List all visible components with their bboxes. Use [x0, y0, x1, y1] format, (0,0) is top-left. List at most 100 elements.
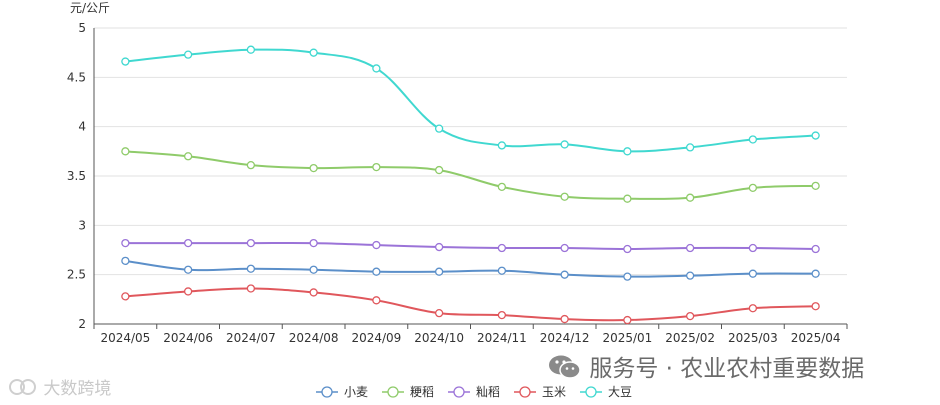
- x-tick-label: 2025/03: [728, 331, 778, 345]
- x-tick-label: 2025/01: [602, 331, 652, 345]
- data-point: [748, 183, 758, 192]
- data-point: [246, 160, 256, 170]
- y-tick-label: 4: [78, 120, 86, 134]
- data-point: [183, 287, 193, 296]
- data-point: [246, 238, 256, 248]
- data-point: [309, 265, 318, 274]
- data-point: [560, 192, 569, 201]
- series-line-4: [125, 48, 816, 153]
- data-point: [183, 152, 193, 161]
- legend-label: 粳稻: [410, 385, 434, 399]
- data-point: [434, 165, 444, 175]
- data-point: [623, 244, 632, 254]
- data-point: [372, 64, 381, 73]
- legend-label: 大豆: [608, 385, 632, 399]
- data-point: [811, 269, 820, 278]
- watermark-left: 大数跨境: [8, 374, 111, 402]
- data-point: [309, 48, 318, 57]
- data-point: [497, 141, 507, 150]
- data-point: [623, 147, 632, 156]
- data-point: [623, 194, 632, 203]
- y-tick-label: 5: [78, 21, 86, 35]
- data-point: [121, 57, 130, 66]
- data-point: [121, 147, 130, 156]
- x-tick-label: 2024/08: [289, 331, 339, 345]
- y-tick-label: 3.5: [67, 169, 86, 183]
- data-point: [497, 310, 507, 320]
- y-tick-label: 2: [78, 317, 86, 331]
- data-point: [748, 135, 758, 144]
- data-point: [748, 304, 758, 313]
- wechat-icon: [548, 354, 582, 386]
- watermark-right: 服务号 · 农业农村重要数据: [548, 349, 864, 386]
- legend-swatch-marker: [585, 386, 597, 398]
- legend-swatch-marker: [453, 386, 465, 398]
- x-tick-label: 2024/05: [100, 331, 150, 345]
- series-line-3: [125, 287, 816, 322]
- data-point: [623, 315, 632, 325]
- data-point: [811, 181, 820, 191]
- data-point: [560, 243, 569, 253]
- data-point: [434, 267, 444, 276]
- data-point: [121, 238, 130, 248]
- data-point: [183, 265, 193, 274]
- legend-label: 玉米: [542, 385, 566, 399]
- y-tick-label: 2.5: [67, 268, 86, 282]
- data-point: [372, 267, 381, 276]
- data-point: [497, 182, 507, 192]
- legend-label: 籼稻: [476, 385, 500, 399]
- data-point: [685, 271, 695, 280]
- series-line-0: [125, 259, 816, 278]
- data-point: [372, 162, 381, 172]
- x-tick-label: 2024/09: [351, 331, 401, 345]
- x-tick-label: 2024/06: [163, 331, 213, 345]
- data-point: [560, 140, 569, 149]
- legend-swatch-marker: [321, 386, 333, 398]
- data-point: [246, 45, 256, 54]
- y-tick-label: 3: [78, 218, 86, 232]
- data-point: [497, 266, 507, 275]
- data-point: [434, 242, 444, 252]
- data-point: [434, 308, 444, 318]
- series-line-2: [125, 241, 816, 251]
- x-tick-label: 2025/04: [791, 331, 841, 345]
- data-point: [309, 288, 318, 297]
- data-point: [811, 131, 820, 140]
- data-point: [560, 314, 569, 324]
- data-point: [685, 193, 695, 202]
- data-point: [685, 311, 695, 321]
- data-point: [811, 244, 820, 254]
- data-point: [309, 163, 318, 173]
- data-point: [434, 124, 444, 133]
- data-point: [685, 243, 695, 253]
- data-point: [748, 243, 758, 253]
- data-point: [811, 302, 820, 311]
- data-point: [246, 284, 256, 293]
- x-tick-label: 2024/12: [540, 331, 590, 345]
- legend-label: 小麦: [344, 385, 368, 399]
- data-point: [748, 269, 758, 278]
- data-point: [121, 256, 130, 266]
- y-tick-label: 4.5: [67, 70, 86, 84]
- data-point: [183, 50, 193, 59]
- x-tick-label: 2024/07: [226, 331, 276, 345]
- data-point: [623, 272, 632, 281]
- x-tick-label: 2024/11: [477, 331, 527, 345]
- y-axis-label: 元/公斤: [70, 1, 110, 15]
- x-tick-label: 2025/02: [665, 331, 715, 345]
- x-tick-label: 2024/10: [414, 331, 464, 345]
- data-point: [685, 143, 695, 152]
- series-line-1: [125, 150, 816, 200]
- data-point: [497, 243, 507, 253]
- data-point: [560, 270, 569, 279]
- data-point: [121, 292, 130, 301]
- data-point: [372, 240, 381, 250]
- data-point: [309, 238, 318, 248]
- brand-logo-icon: [8, 377, 38, 402]
- legend-swatch-marker: [387, 386, 399, 398]
- data-point: [372, 296, 381, 305]
- legend-swatch-marker: [519, 386, 531, 398]
- watermark-left-text: 大数跨境: [43, 379, 112, 399]
- watermark-right-text: 服务号 · 农业农村重要数据: [589, 356, 865, 382]
